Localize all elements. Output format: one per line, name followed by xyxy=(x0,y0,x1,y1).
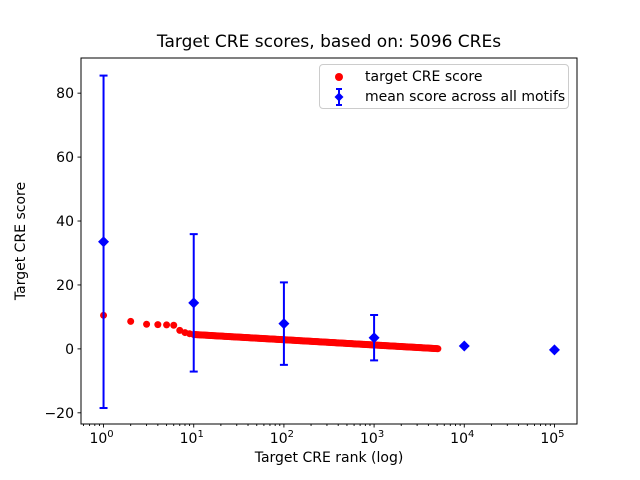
x-tick-label: 102 xyxy=(270,429,294,447)
plot-frame xyxy=(80,57,578,425)
legend-label: mean score across all motifs xyxy=(365,88,566,105)
y-tick-label: 0 xyxy=(65,342,74,358)
y-tick-label: −20 xyxy=(44,406,74,422)
series-target-cre-score xyxy=(100,311,442,353)
chart-title: Target CRE scores, based on: 5096 CREs xyxy=(156,32,502,52)
y-tick-label: 60 xyxy=(56,150,74,166)
legend-label: target CRE score xyxy=(365,68,483,85)
legend-entry-mean-score: mean score across all motifs xyxy=(320,87,568,107)
y-tick-label: 80 xyxy=(56,86,74,102)
x-tick-label: 101 xyxy=(180,429,204,447)
red-circle-marker-icon xyxy=(320,70,358,84)
axis-ticks xyxy=(77,92,555,428)
x-tick-label: 103 xyxy=(360,429,384,447)
x-tick-label: 100 xyxy=(89,429,113,447)
axis-tick-labels: 100 101 102 103 104 105 −20 0 20 40 60 80 xyxy=(44,86,564,447)
x-axis-label: Target CRE rank (log) xyxy=(254,450,404,466)
legend: target CRE score mean score across all m… xyxy=(319,64,569,109)
blue-diamond-errorbar-marker-icon xyxy=(320,87,358,107)
y-axis-label: Target CRE score xyxy=(13,181,29,301)
series-mean-score xyxy=(98,74,560,410)
y-tick-label: 40 xyxy=(56,214,74,230)
x-tick-label: 104 xyxy=(450,429,474,447)
legend-entry-target-score: target CRE score xyxy=(320,67,568,87)
x-tick-label: 105 xyxy=(540,429,564,447)
y-tick-label: 20 xyxy=(56,278,74,294)
